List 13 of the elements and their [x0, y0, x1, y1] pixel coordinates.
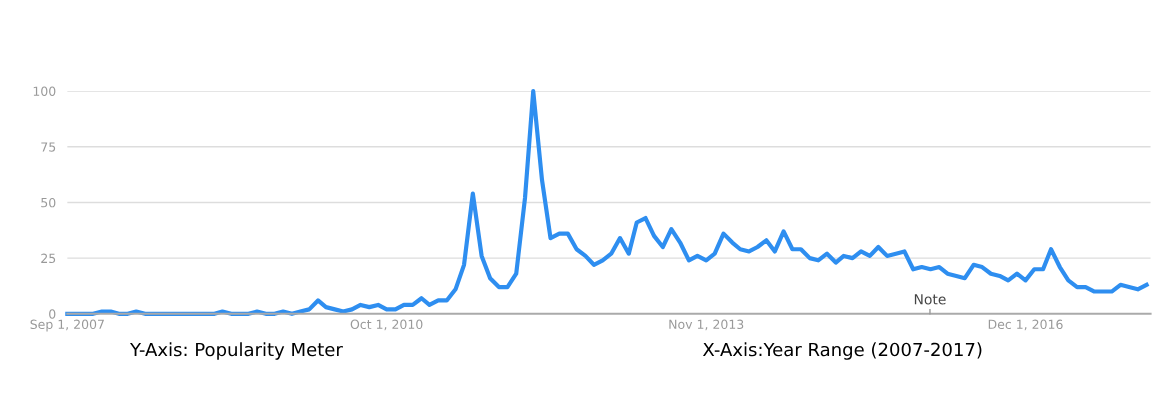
x-tick-label: Dec 1, 2016 [988, 319, 1063, 331]
annotation: Note [914, 294, 946, 305]
y-tick-label: 0 [49, 309, 56, 319]
y-tick-label: 25 [41, 253, 56, 264]
text: Y-Axis: Popularity Meter [130, 342, 343, 360]
x-tick-label: Nov 1, 2013 [669, 319, 744, 331]
y-tick-label: 75 [41, 142, 56, 152]
text: X-Axis:Year Range (2007-2017) [702, 342, 982, 360]
x-tick-label: Sep 1, 2007 [30, 319, 104, 332]
line-series [65, 88, 1149, 316]
y-tick-label: 50 [41, 197, 56, 208]
y-tick-label: 100 [33, 86, 56, 97]
x-tick-label: Oct 1, 2010 [350, 319, 423, 331]
